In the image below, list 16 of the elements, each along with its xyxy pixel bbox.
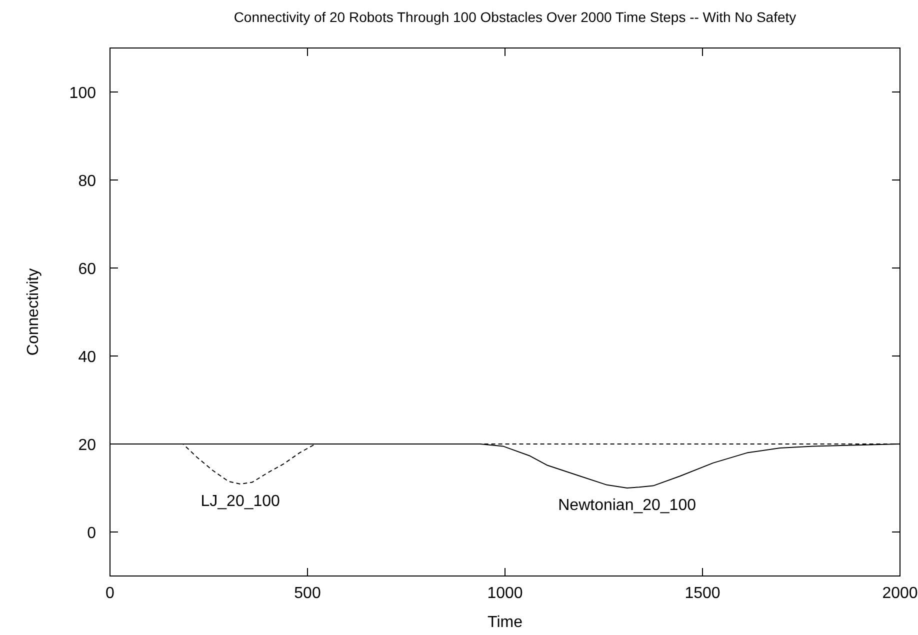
x-tick-label: 0 [106, 585, 115, 602]
x-tick-label: 1500 [684, 585, 720, 602]
y-tick-label: 100 [69, 85, 96, 102]
y-tick-label: 40 [78, 349, 96, 366]
y-tick-label: 20 [78, 437, 96, 454]
y-tick-label: 60 [78, 261, 96, 278]
series-label: Newtonian_20_100 [558, 497, 696, 514]
x-tick-label: 500 [294, 585, 321, 602]
x-tick-label: 1000 [487, 585, 523, 602]
series-label: LJ_20_100 [200, 493, 280, 510]
y-tick-label: 80 [78, 173, 96, 190]
x-tick-label: 2000 [882, 585, 918, 602]
chart-title: Connectivity of 20 Robots Through 100 Obstacles Over 2000 Time Steps -- With No Safety [234, 9, 796, 25]
y-tick-label: 0 [87, 525, 96, 542]
y-axis-title: Connectivity [25, 268, 42, 356]
x-axis-title: Time [488, 614, 523, 631]
